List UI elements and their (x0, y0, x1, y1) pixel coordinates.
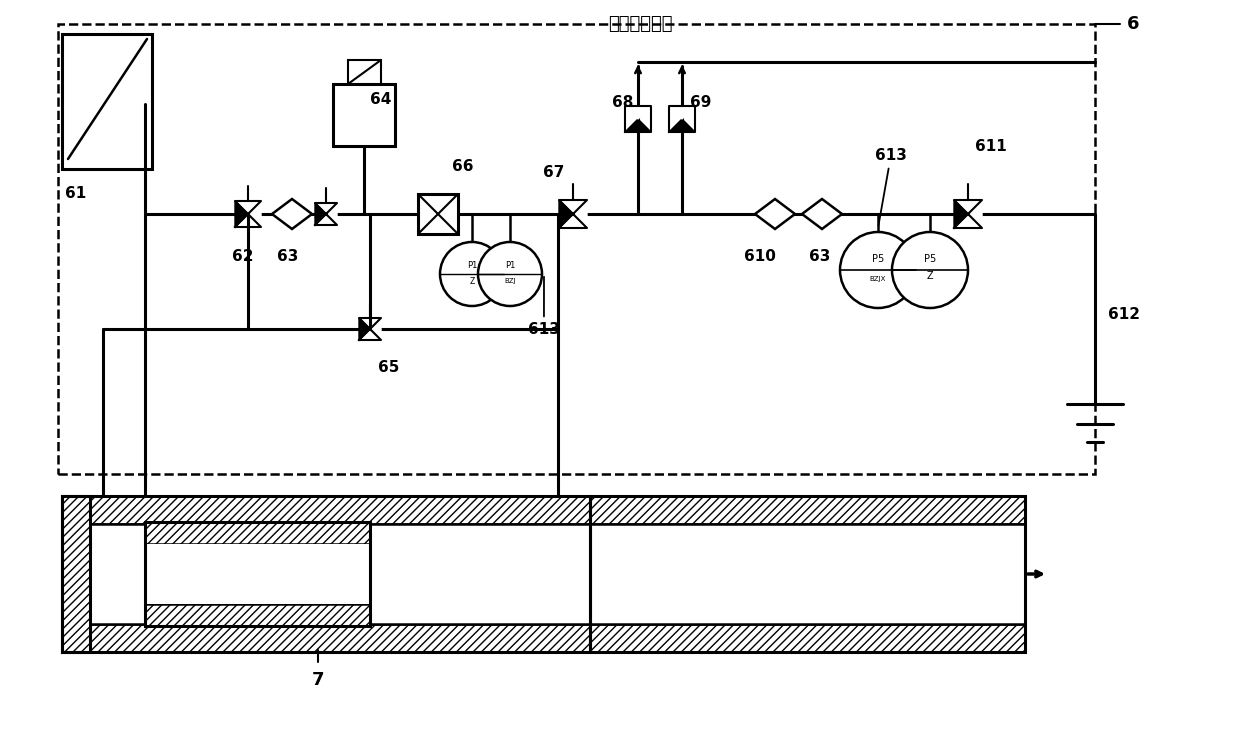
Bar (418, 194, 458, 234)
Text: P5: P5 (872, 254, 884, 264)
Polygon shape (625, 119, 651, 132)
Polygon shape (954, 200, 968, 228)
Text: 6: 6 (1127, 15, 1140, 33)
Text: P1: P1 (505, 260, 515, 269)
Polygon shape (236, 201, 248, 227)
Bar (590, 496, 1025, 652)
Text: 611: 611 (975, 138, 1007, 153)
Polygon shape (625, 106, 651, 119)
Text: 63: 63 (810, 248, 831, 263)
Text: 65: 65 (378, 359, 399, 374)
Bar (145, 522, 370, 544)
Polygon shape (315, 203, 326, 225)
Text: 68: 68 (613, 94, 634, 109)
Circle shape (440, 242, 503, 306)
Bar (590, 524, 1025, 624)
Text: 64: 64 (370, 92, 392, 106)
Text: P1: P1 (466, 260, 477, 269)
Polygon shape (968, 200, 982, 228)
Polygon shape (670, 106, 694, 119)
Bar (590, 496, 1025, 524)
Bar (590, 624, 1025, 652)
Text: 610: 610 (744, 248, 776, 263)
Text: Z: Z (926, 271, 934, 281)
Text: 613: 613 (528, 277, 560, 337)
Text: 62: 62 (232, 248, 254, 263)
Text: P5: P5 (924, 254, 936, 264)
Polygon shape (248, 201, 260, 227)
Text: 7: 7 (311, 671, 324, 689)
Circle shape (839, 232, 916, 308)
Polygon shape (370, 318, 381, 340)
Circle shape (477, 242, 542, 306)
Polygon shape (755, 199, 795, 229)
Bar (145, 522, 370, 626)
Polygon shape (272, 199, 312, 229)
Circle shape (892, 232, 968, 308)
Bar (62, 496, 590, 524)
Polygon shape (360, 318, 370, 340)
Text: 69: 69 (689, 94, 712, 109)
Polygon shape (559, 200, 573, 228)
Text: 61: 61 (64, 186, 87, 201)
Bar (58, 24, 1095, 474)
Polygon shape (802, 199, 842, 229)
Text: 613: 613 (875, 148, 906, 225)
Bar (145, 604, 370, 626)
Polygon shape (573, 200, 587, 228)
Bar (334, 84, 396, 146)
Polygon shape (670, 119, 694, 132)
Bar (62, 524, 590, 624)
Bar (62, 496, 590, 652)
Bar (62, 34, 153, 169)
Bar (145, 544, 370, 604)
Text: 612: 612 (1109, 307, 1140, 321)
Text: 67: 67 (543, 164, 564, 179)
Text: 排至室外地沟: 排至室外地沟 (608, 15, 672, 33)
Bar (62, 624, 590, 652)
Text: 66: 66 (453, 158, 474, 173)
Text: BZJX: BZJX (869, 276, 887, 282)
Bar (348, 60, 381, 84)
Polygon shape (326, 203, 337, 225)
Bar (62, 496, 91, 652)
Bar (62, 496, 91, 652)
Text: 63: 63 (278, 248, 299, 263)
Text: BZJ: BZJ (505, 278, 516, 284)
Text: Z: Z (470, 277, 475, 286)
